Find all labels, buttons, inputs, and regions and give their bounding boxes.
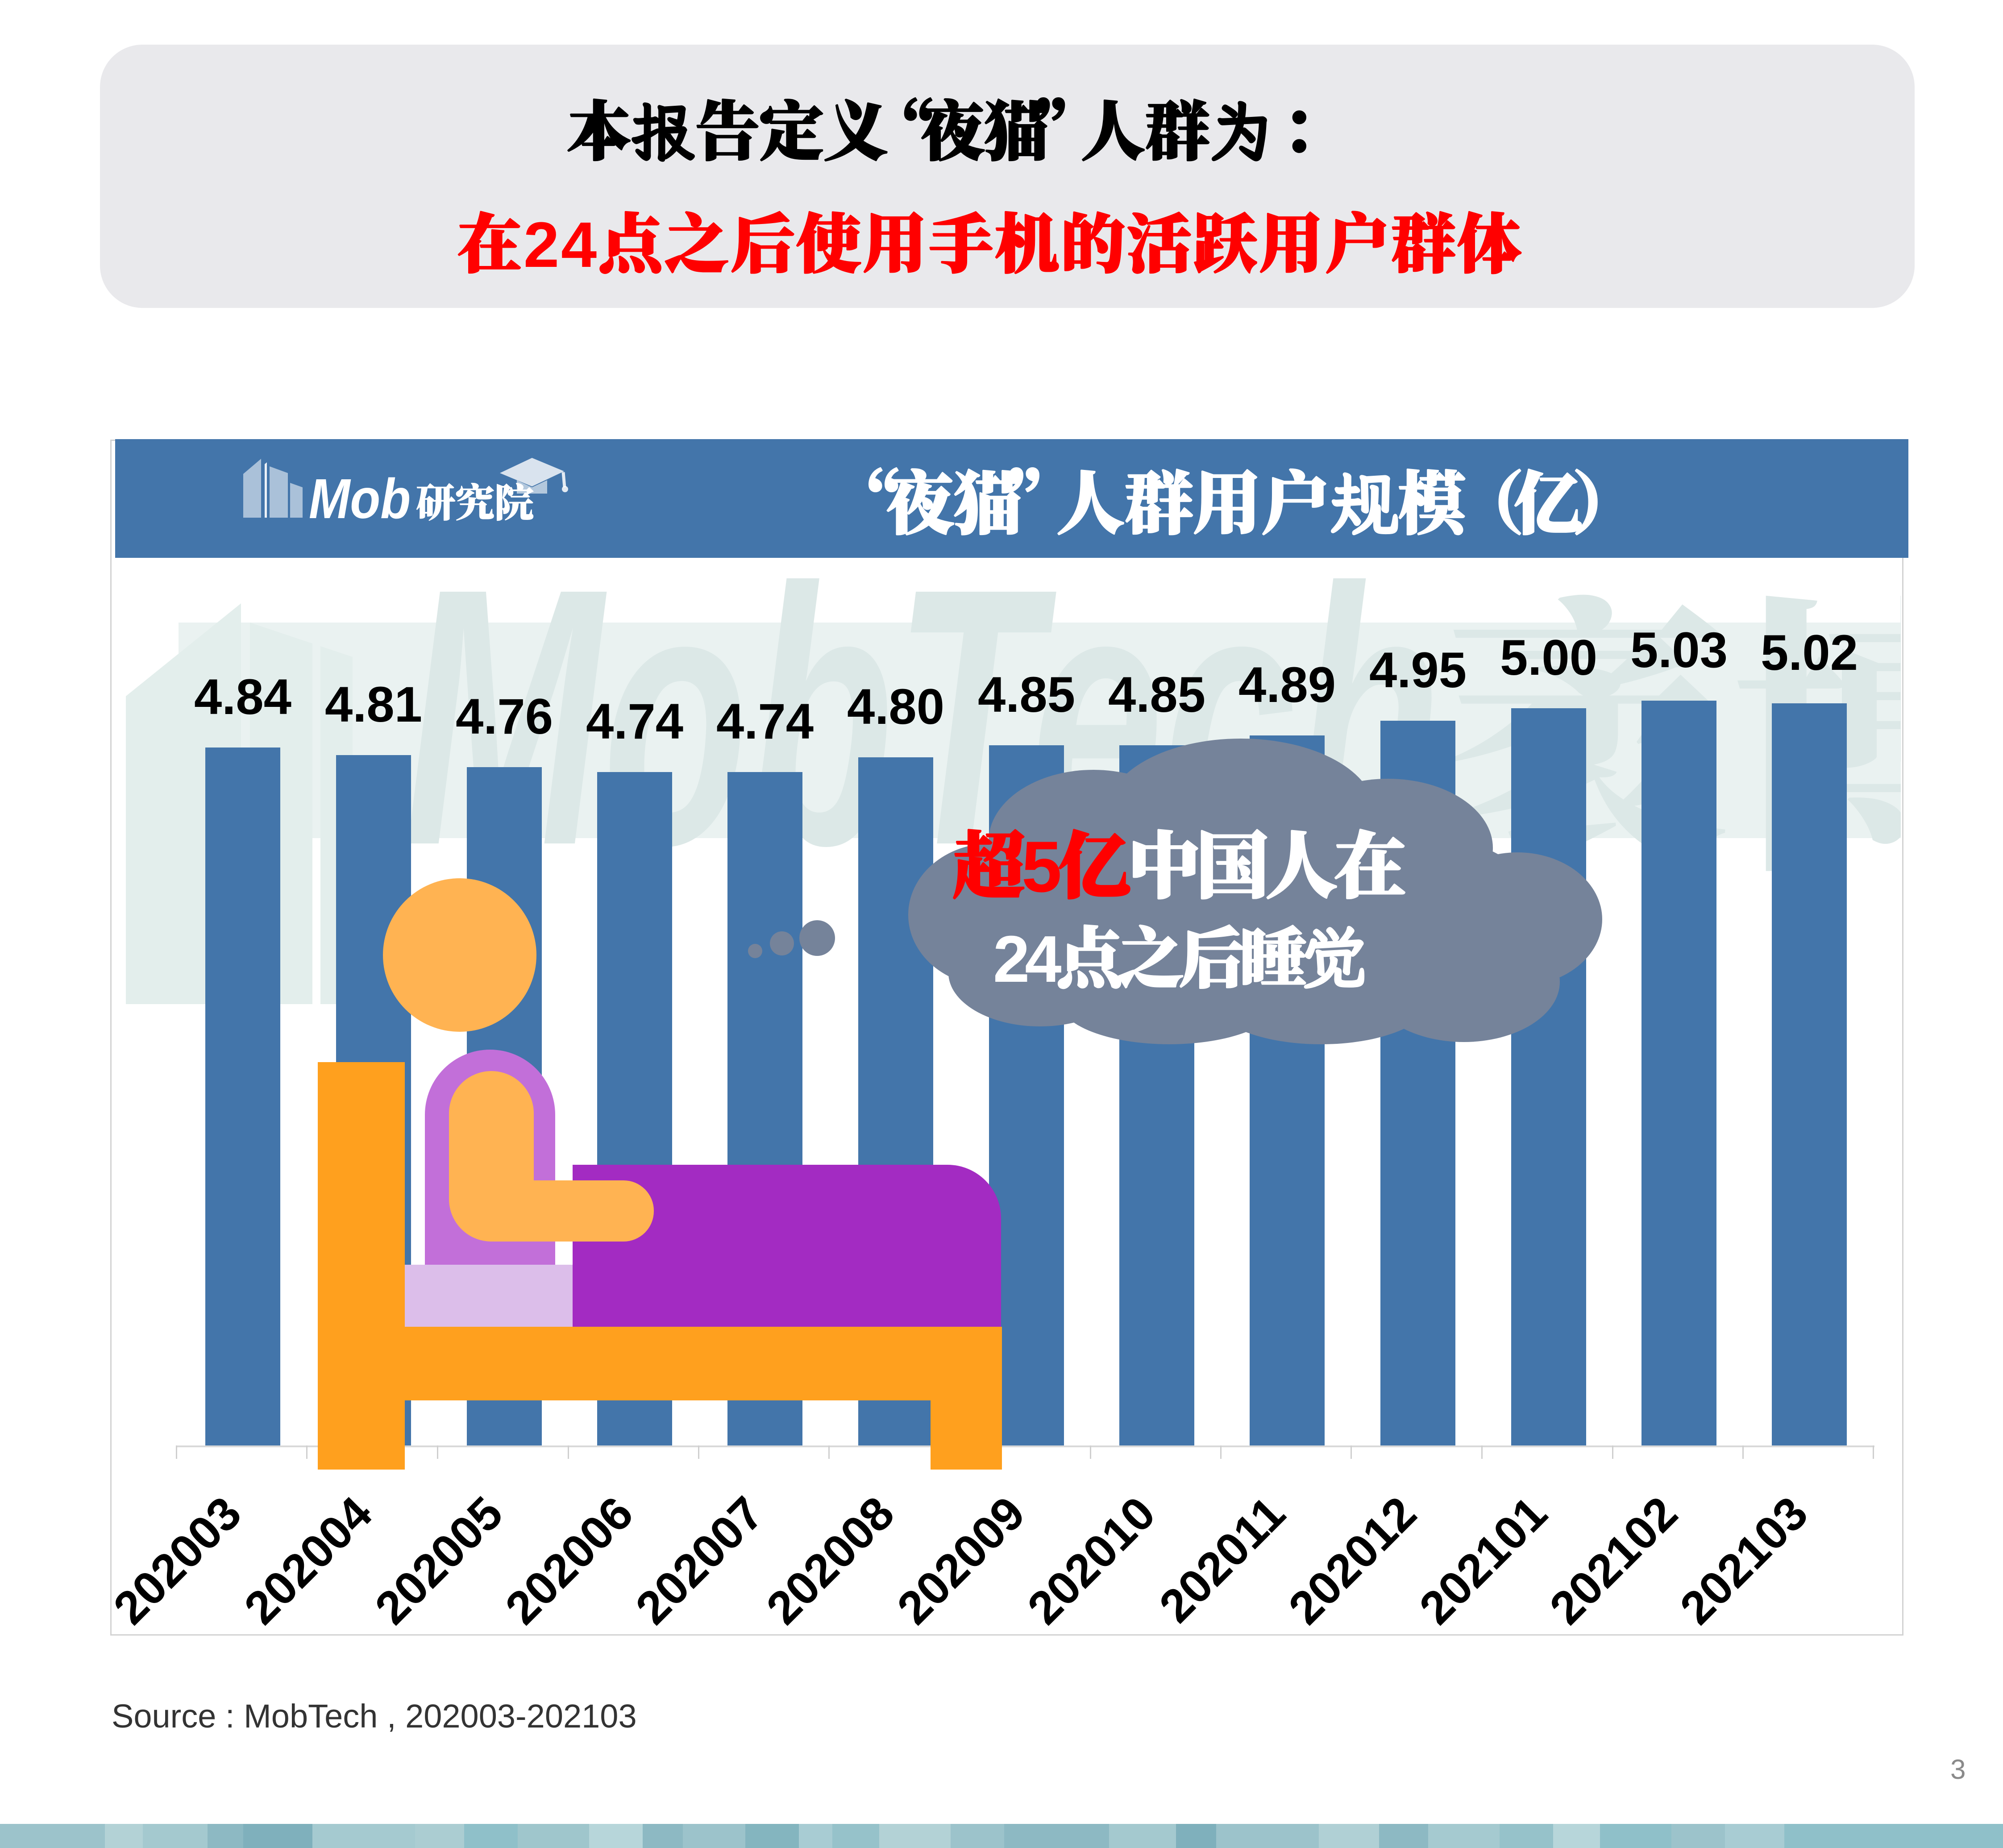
svg-text:4: 4 bbox=[561, 209, 597, 281]
svg-text:4: 4 bbox=[1025, 922, 1061, 996]
svg-text:Mob: Mob bbox=[309, 467, 411, 530]
svg-text:2: 2 bbox=[524, 209, 559, 281]
svg-text:2: 2 bbox=[993, 922, 1030, 996]
svg-text:5: 5 bbox=[1022, 826, 1062, 907]
